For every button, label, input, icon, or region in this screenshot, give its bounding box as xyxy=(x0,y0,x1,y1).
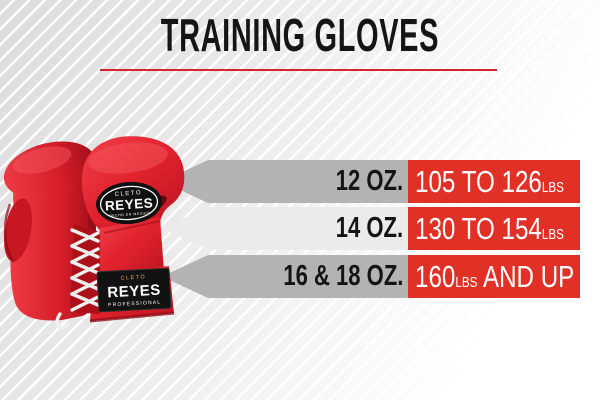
reyes-professional-patch: CLETO REYES PROFESSIONAL xyxy=(96,267,172,313)
boxing-gloves-illustration: CLETO REYES HECHO EN MEXICO CLETO REYES … xyxy=(3,136,185,330)
weight-range: 130 TO 154 xyxy=(415,210,542,246)
size-row-16-18oz: 16 & 18 OZ. 160 LBS AND UP xyxy=(162,255,580,298)
page-title: TRAINING GLOVES xyxy=(160,9,440,61)
size-band: 14 OZ. xyxy=(162,207,408,250)
glove-size-label: 16 & 18 OZ. xyxy=(283,260,404,292)
glove-laces xyxy=(55,224,100,330)
header: TRAINING GLOVES xyxy=(0,9,600,61)
weight-block: 105 TO 126 LBS xyxy=(408,160,580,203)
title-underline xyxy=(100,69,497,71)
patch-main-text: REYES xyxy=(107,282,161,302)
weight-text: 105 TO 126 LBS xyxy=(408,164,569,200)
glove-size-label: 12 OZ. xyxy=(336,165,404,197)
logo-main-text: REYES xyxy=(104,195,153,213)
cleto-reyes-oval-logo: CLETO REYES HECHO EN MEXICO xyxy=(96,181,162,225)
weight-block: 160 LBS AND UP xyxy=(408,255,580,298)
patch-top-text: CLETO xyxy=(120,274,146,281)
size-row-14oz: 14 OZ. 130 TO 154 LBS xyxy=(162,207,580,250)
weight-text: 130 TO 154 LBS xyxy=(408,211,569,247)
weight-unit: LBS xyxy=(541,178,564,196)
weight-text: 160 LBS AND UP xyxy=(408,259,574,295)
size-band: 12 OZ. xyxy=(162,160,408,203)
logo-sub-text: HECHO EN MEXICO xyxy=(109,211,150,218)
size-band: 16 & 18 OZ. xyxy=(162,255,408,298)
logo-top-text: CLETO xyxy=(114,190,142,198)
weight-range: 105 TO 126 xyxy=(415,163,542,199)
weight-block: 130 TO 154 LBS xyxy=(408,207,580,250)
glove-size-label: 14 OZ. xyxy=(336,212,404,244)
weight-suffix: AND UP xyxy=(482,258,575,294)
weight-unit: LBS xyxy=(455,273,478,291)
weight-unit: LBS xyxy=(541,225,564,243)
weight-range: 160 xyxy=(415,258,456,294)
size-row-12oz: 12 OZ. 105 TO 126 LBS xyxy=(162,160,580,203)
patch-sub-text: PROFESSIONAL xyxy=(108,300,162,309)
